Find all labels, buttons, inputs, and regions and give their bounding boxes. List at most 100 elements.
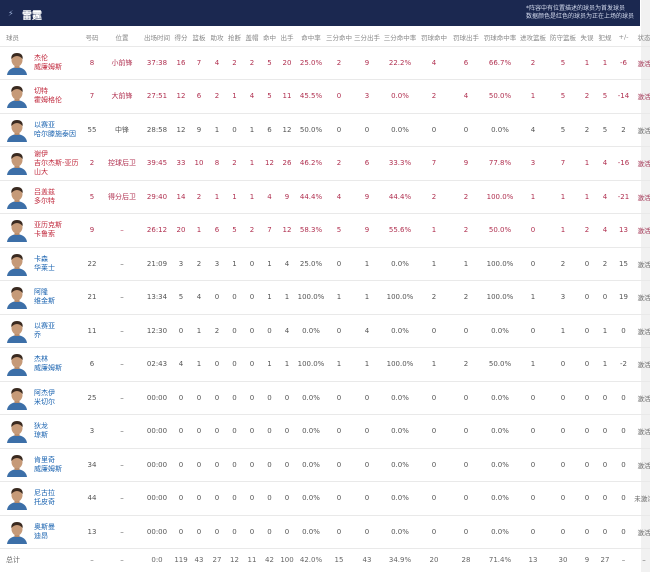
stat-cell: 25.0%	[296, 45, 326, 80]
total-stat-cell: 27	[596, 548, 614, 571]
status-link[interactable]: 激活	[637, 461, 650, 470]
status-link[interactable]: 激活	[637, 294, 650, 303]
status-link[interactable]: 激活	[637, 227, 650, 236]
status-link[interactable]: 未激活	[634, 495, 650, 504]
player-name-link[interactable]: 亚历克斯 卡鲁索	[34, 221, 80, 239]
player-cell[interactable]: 以赛亚 哈尔滕施泰因	[0, 112, 82, 147]
player-cell[interactable]: 狄龙 琼斯	[0, 414, 82, 448]
stat-cell: 0	[326, 447, 352, 482]
stat-cell: 1	[190, 347, 208, 381]
stat-cell: 13:34	[142, 280, 172, 314]
stat-cell: 0	[518, 313, 548, 348]
status-link[interactable]: 激活	[637, 394, 650, 403]
stat-cell: 6	[82, 347, 102, 381]
player-name-link[interactable]: 阿隆 维金斯	[34, 288, 80, 306]
player-last-name: 威廉姆斯	[34, 62, 62, 71]
player-name-link[interactable]: 阿杰伊 米切尔	[34, 389, 80, 407]
stat-cell: 1	[261, 280, 278, 314]
stat-cell: 1	[518, 280, 548, 314]
player-name-link[interactable]: 切特 霍姆格伦	[34, 87, 80, 105]
status-link[interactable]: 激活	[637, 361, 650, 370]
player-row: 切特 霍姆格伦 7 大前锋 27:51 12 6 2 1 4 5 11 45.5% 0 3 0.0% 2 4 50.…	[0, 79, 650, 113]
stat-cell: 0	[518, 246, 548, 281]
stat-cell: 21	[82, 280, 102, 314]
stat-cell: 50.0%	[482, 213, 518, 247]
stat-cell: 2	[450, 213, 482, 247]
player-avatar	[7, 488, 27, 511]
player-cell[interactable]: 尼古拉 托皮奇	[0, 481, 82, 515]
stat-cell: 0	[278, 380, 296, 415]
player-avatar	[7, 454, 27, 477]
stat-cell: 0	[450, 313, 482, 348]
stat-cell: 0	[190, 380, 208, 415]
player-name-link[interactable]: 奥斯曼 迪昂	[34, 523, 80, 541]
stat-cell: 0	[243, 347, 261, 381]
player-cell[interactable]: 奥斯曼 迪昂	[0, 514, 82, 549]
column-header: +/-	[618, 32, 629, 41]
player-cell[interactable]: 切特 霍姆格伦	[0, 79, 82, 113]
player-cell[interactable]: 谢伊 吉尔杰斯-亚历山大	[0, 146, 82, 180]
player-cell[interactable]: 阿隆 维金斯	[0, 280, 82, 314]
player-last-name: 琼斯	[34, 431, 48, 440]
status-link[interactable]: 激活	[637, 193, 650, 202]
stat-cell: 44.4%	[382, 179, 418, 214]
player-first-name: 切特	[34, 87, 48, 96]
player-name-link[interactable]: 狄龙 琼斯	[34, 422, 80, 440]
total-label: 总计	[0, 548, 82, 571]
stat-cell: 0	[326, 246, 352, 281]
player-cell[interactable]: 亚历克斯 卡鲁索	[0, 213, 82, 247]
stat-cell: 26:12	[142, 213, 172, 247]
stat-cell: 0	[261, 447, 278, 482]
player-first-name: 杰林	[34, 355, 48, 364]
player-cell[interactable]: 杰伦 威廉姆斯	[0, 45, 82, 80]
stat-cell: 0	[548, 514, 578, 549]
stat-cell: 5	[172, 280, 190, 314]
stat-cell: 37:38	[142, 45, 172, 80]
player-name-link[interactable]: 杰林 威廉姆斯	[34, 355, 80, 373]
stat-cell: 大前锋	[102, 79, 142, 113]
total-stat-cell: 15	[326, 548, 352, 571]
stat-cell: 7	[261, 213, 278, 247]
status-link[interactable]: 激活	[637, 428, 650, 437]
player-cell[interactable]: 杰林 威廉姆斯	[0, 347, 82, 381]
stat-cell: 6	[190, 79, 208, 113]
team-header: ⚡ 雷霆 *阵容中有位置描述的球员为首发球员 数据颜色是红色的球员为正在上场的球…	[0, 0, 640, 26]
stat-cell: 77.8%	[482, 146, 518, 180]
status-link[interactable]: 激活	[637, 260, 650, 269]
player-name-link[interactable]: 吕盖兹 多尔特	[34, 188, 80, 206]
player-cell[interactable]: 吕盖兹 多尔特	[0, 179, 82, 214]
stat-cell: 0	[518, 514, 548, 549]
player-cell[interactable]: 以赛亚乔	[0, 313, 82, 348]
player-last-name: 托皮奇	[34, 498, 55, 507]
player-name-link[interactable]: 杰伦 威廉姆斯	[34, 54, 80, 72]
stat-cell: 10	[190, 146, 208, 180]
player-cell[interactable]: 肯里奇 威廉姆斯	[0, 447, 82, 482]
stat-cell: 2	[226, 146, 243, 180]
player-name-link[interactable]: 肯里奇 威廉姆斯	[34, 456, 80, 474]
player-name-link[interactable]: 以赛亚乔	[34, 322, 80, 340]
stat-cell: 0	[243, 514, 261, 549]
stat-cell: 0.0%	[296, 514, 326, 549]
status-link[interactable]: 激活	[637, 59, 650, 68]
status-link[interactable]: 激活	[637, 528, 650, 537]
status-link[interactable]: 激活	[637, 93, 650, 102]
player-name-link[interactable]: 谢伊 吉尔杰斯-亚历山大	[34, 150, 80, 177]
stat-cell: 100.0%	[482, 179, 518, 214]
status-link[interactable]: 激活	[637, 126, 650, 135]
status-link[interactable]: 激活	[637, 327, 650, 336]
player-cell[interactable]: 卡森 华莱士	[0, 246, 82, 281]
player-name-link[interactable]: 尼古拉 托皮奇	[34, 489, 80, 507]
stat-cell: 0	[326, 79, 352, 113]
stat-cell: 4	[278, 246, 296, 281]
stat-cell: 44.4%	[296, 179, 326, 214]
stat-cell: 12	[172, 112, 190, 147]
column-header: 命中	[263, 33, 276, 42]
player-name-link[interactable]: 卡森 华莱士	[34, 255, 80, 273]
stat-cell: 0	[278, 514, 296, 549]
status-link[interactable]: 激活	[637, 160, 650, 169]
player-cell[interactable]: 阿杰伊 米切尔	[0, 380, 82, 415]
stat-cell: 0	[450, 112, 482, 147]
stat-cell: –	[102, 213, 142, 247]
player-name-link[interactable]: 以赛亚 哈尔滕施泰因	[34, 121, 80, 139]
stat-cell: 5	[226, 213, 243, 247]
